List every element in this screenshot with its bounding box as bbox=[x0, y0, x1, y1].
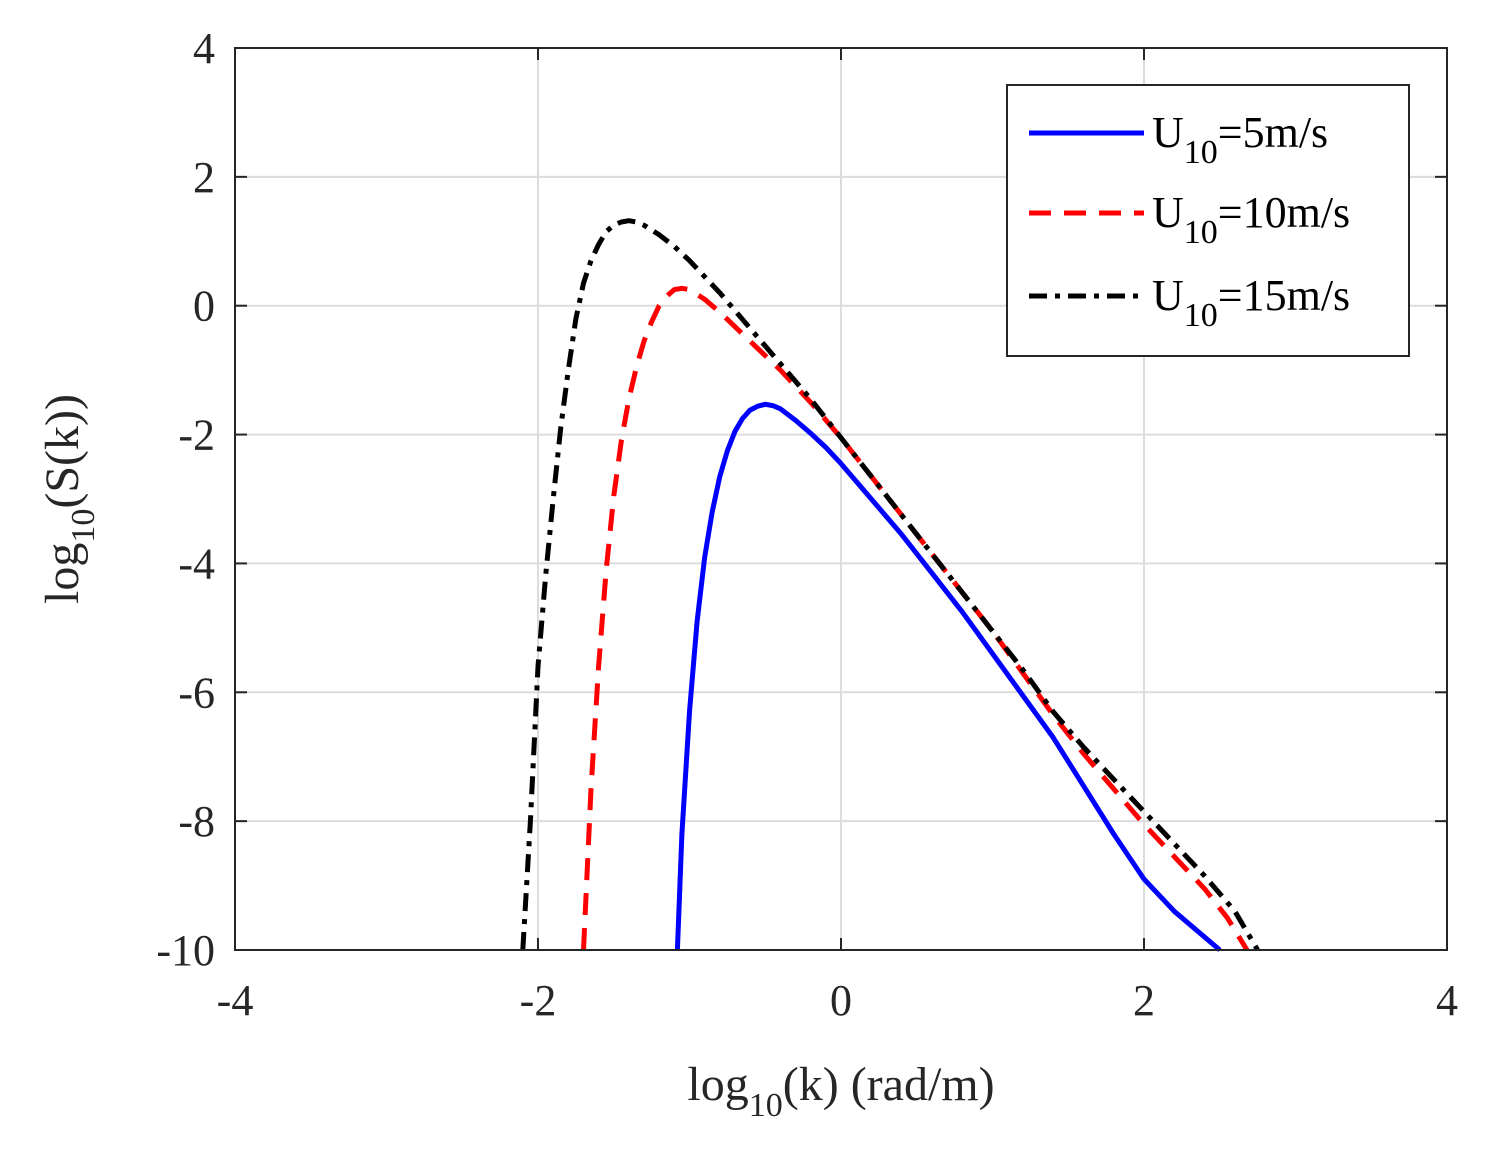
x-tick-label: 2 bbox=[1133, 976, 1155, 1025]
y-axis-label: log10(S(k)) bbox=[36, 394, 102, 604]
y-tick-label: 0 bbox=[193, 282, 215, 331]
y-axis-label-suffix: (S(k)) bbox=[36, 394, 89, 509]
legend-label: U10=5m/s bbox=[1152, 108, 1328, 171]
y-tick-label: -8 bbox=[178, 797, 215, 846]
legend-box bbox=[1006, 84, 1410, 357]
y-axis-label-prefix: log bbox=[36, 543, 89, 604]
series-line-2 bbox=[581, 285, 1250, 952]
legend-entry: U10=15m/s bbox=[1029, 271, 1350, 334]
legend: U10=5m/s U10=10m/s U10=15m/s bbox=[1006, 84, 1410, 357]
x-tick-label: 4 bbox=[1436, 976, 1458, 1025]
y-tick-label: -4 bbox=[178, 539, 215, 588]
y-tick-label: -2 bbox=[178, 411, 215, 460]
series-line-3 bbox=[520, 218, 1260, 952]
tick-labels: -4 -2 0 2 4 -10 -8 -6 -4 -2 0 2 4 bbox=[156, 24, 1458, 1025]
y-tick-label: -6 bbox=[178, 668, 215, 717]
legend-entries: U10=5m/s U10=10m/s U10=15m/s bbox=[1029, 108, 1350, 334]
x-tick-label: 0 bbox=[830, 976, 852, 1025]
y-axis-label-subscript: 10 bbox=[65, 509, 102, 543]
x-axis-label-prefix: log bbox=[687, 1058, 748, 1111]
y-tick-label: -10 bbox=[156, 926, 215, 975]
x-axis-label-suffix: (k) (rad/m) bbox=[783, 1058, 995, 1111]
x-axis-label-subscript: 10 bbox=[749, 1087, 783, 1124]
legend-entry: U10=10m/s bbox=[1029, 188, 1350, 251]
y-tick-label: 4 bbox=[193, 24, 215, 73]
y-tick-label: 2 bbox=[193, 153, 215, 202]
legend-label: U10=15m/s bbox=[1152, 271, 1350, 334]
x-tick-label: -4 bbox=[217, 976, 254, 1025]
legend-entry: U10=5m/s bbox=[1029, 108, 1328, 171]
ticks bbox=[234, 47, 1448, 951]
x-tick-label: -2 bbox=[520, 976, 557, 1025]
series-line-1 bbox=[674, 401, 1222, 952]
legend-label: U10=10m/s bbox=[1152, 188, 1350, 251]
x-axis-label: log10(k) (rad/m) bbox=[687, 1058, 994, 1124]
series-layer bbox=[520, 218, 1260, 952]
